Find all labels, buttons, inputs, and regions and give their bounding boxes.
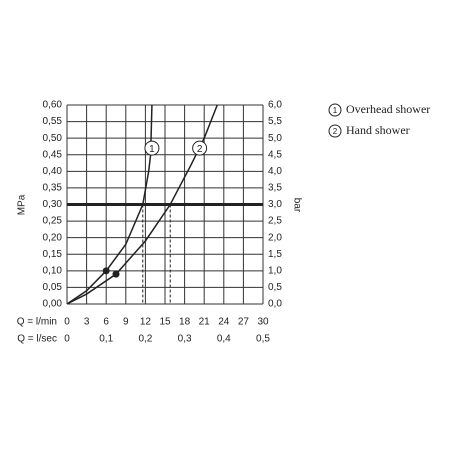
x2-axis-label: Q = l/sec <box>17 334 57 345</box>
x-tick-label: 21 <box>199 317 211 328</box>
x-tick-label: 12 <box>140 317 152 328</box>
x-tick-label: 9 <box>123 317 129 328</box>
y2-tick-label: 1,0 <box>268 265 282 276</box>
curve-label: 2 <box>197 144 203 155</box>
y-tick-label: 0,35 <box>43 183 63 194</box>
y2-tick-label: 0,5 <box>268 282 282 293</box>
legend-label: Hand shower <box>346 123 410 137</box>
y2-tick-label: 2,0 <box>268 232 282 243</box>
y-tick-label: 0,25 <box>43 216 63 227</box>
y-tick-label: 0,05 <box>43 282 63 293</box>
x2-tick-label: 0,3 <box>178 334 192 345</box>
x-tick-label: 27 <box>238 317 250 328</box>
x-tick-label: 24 <box>218 317 230 328</box>
y-axis-label: MPa <box>17 194 28 215</box>
x2-tick-label: 0,1 <box>99 334 113 345</box>
x2-tick-label: 0,4 <box>217 334 231 345</box>
y-tick-label: 0,00 <box>43 299 63 310</box>
y-tick-label: 0,30 <box>43 199 63 210</box>
y2-tick-label: 4,5 <box>268 149 282 160</box>
y-tick-label: 0,45 <box>43 149 63 160</box>
x-axis-label: Q = l/min <box>17 317 57 328</box>
x-tick-label: 3 <box>84 317 90 328</box>
legend-circle <box>328 124 342 138</box>
legend-circle <box>328 103 342 117</box>
legend-number: 1 <box>333 106 338 115</box>
y2-tick-label: 1,5 <box>268 249 282 260</box>
x-tick-label: 0 <box>64 317 70 328</box>
y2-tick-label: 6,0 <box>268 100 282 111</box>
x2-tick-label: 0 <box>64 334 70 345</box>
x-tick-label: 30 <box>257 317 269 328</box>
y2-tick-label: 5,5 <box>268 116 282 127</box>
curve-label-circle <box>192 140 208 156</box>
y2-tick-label: 2,5 <box>268 216 282 227</box>
y2-tick-label: 0,0 <box>268 299 282 310</box>
line <box>66 104 153 305</box>
y2-axis-label: bar <box>291 198 302 213</box>
y2-tick-label: 3,5 <box>268 183 282 194</box>
x-tick-label: 15 <box>159 317 171 328</box>
curve-label-circle <box>144 140 160 156</box>
y2-tick-label: 4,0 <box>268 166 282 177</box>
point <box>102 267 110 275</box>
legend-label: Overhead shower <box>346 102 430 116</box>
curve-label: 1 <box>149 144 155 155</box>
y2-tick-label: 5,0 <box>268 133 282 144</box>
y-tick-label: 0,20 <box>43 232 63 243</box>
point <box>112 270 120 278</box>
x2-tick-label: 0,2 <box>138 334 152 345</box>
y-tick-label: 0,55 <box>43 116 63 127</box>
y-tick-label: 0,40 <box>43 166 63 177</box>
x2-tick-label: 0,5 <box>256 334 270 345</box>
y-tick-label: 0,60 <box>43 100 63 111</box>
y-tick-label: 0,10 <box>43 265 63 276</box>
y-tick-label: 0,15 <box>43 249 63 260</box>
x-tick-label: 6 <box>103 317 109 328</box>
legend-number: 2 <box>333 127 338 136</box>
y-tick-label: 0,50 <box>43 133 63 144</box>
x-tick-label: 18 <box>179 317 191 328</box>
y2-tick-label: 3,0 <box>268 199 282 210</box>
